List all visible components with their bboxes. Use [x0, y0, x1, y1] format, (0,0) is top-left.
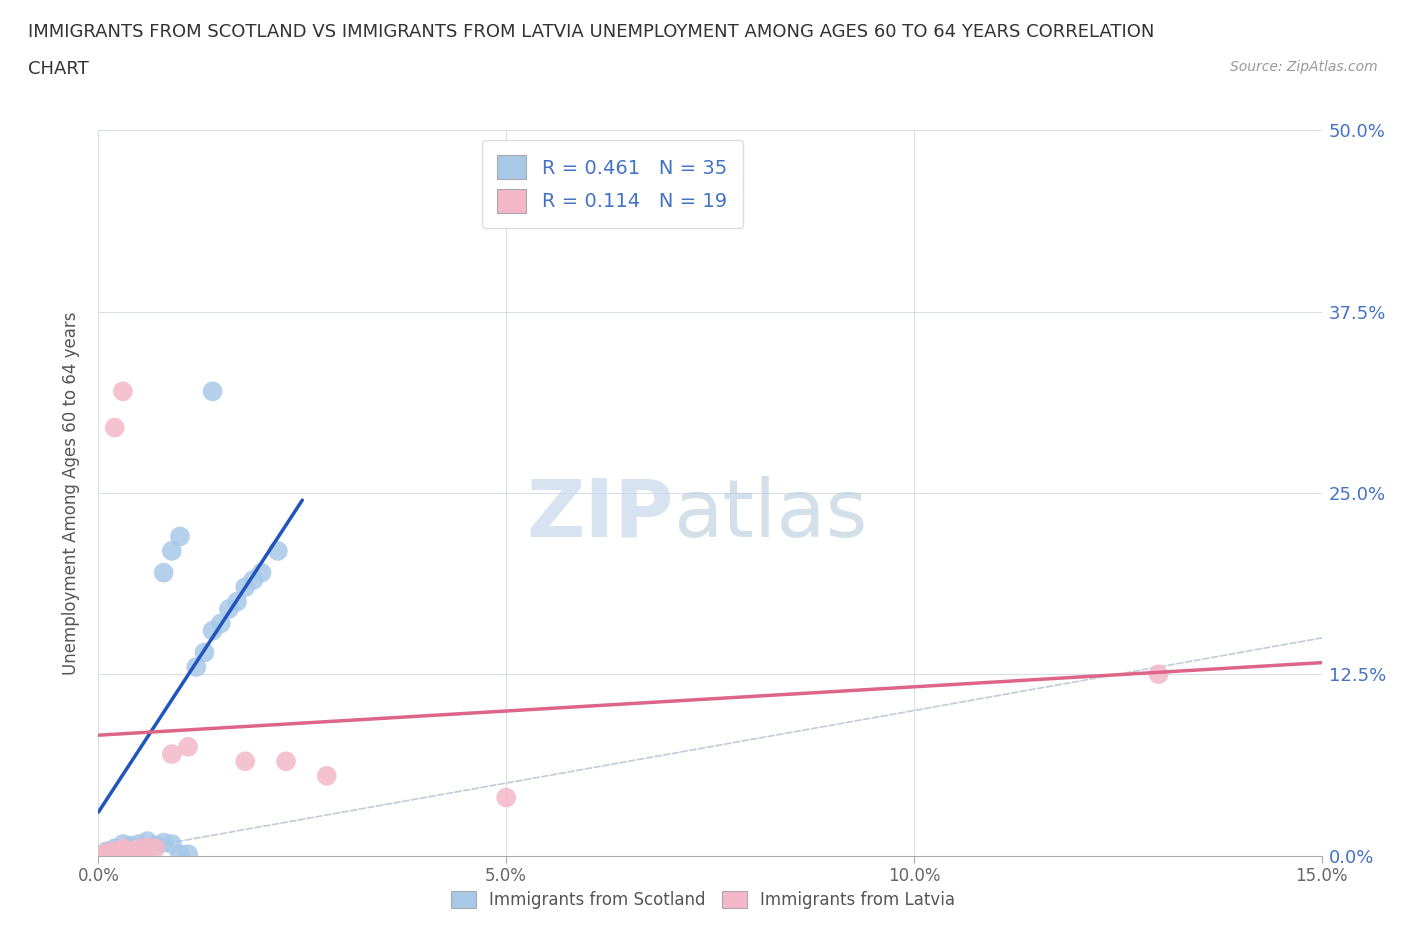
Point	[104, 846, 127, 861]
Point	[152, 565, 174, 580]
Point	[111, 843, 134, 857]
Point	[120, 844, 142, 858]
Text: IMMIGRANTS FROM SCOTLAND VS IMMIGRANTS FROM LATVIA UNEMPLOYMENT AMONG AGES 60 TO: IMMIGRANTS FROM SCOTLAND VS IMMIGRANTS F…	[28, 23, 1154, 41]
Point	[128, 841, 150, 856]
Y-axis label: Unemployment Among Ages 60 to 64 years: Unemployment Among Ages 60 to 64 years	[62, 312, 80, 674]
Legend: R = 0.461   N = 35, R = 0.114   N = 19: R = 0.461 N = 35, R = 0.114 N = 19	[482, 140, 742, 228]
Point	[177, 846, 200, 861]
Point	[120, 841, 142, 856]
Point	[96, 846, 118, 861]
Point	[242, 573, 264, 588]
Point	[209, 616, 232, 631]
Point	[120, 844, 142, 858]
Point	[169, 529, 191, 544]
Point	[145, 841, 167, 856]
Text: ZIP: ZIP	[526, 475, 673, 553]
Point	[136, 840, 159, 855]
Point	[96, 844, 118, 858]
Point	[104, 844, 127, 858]
Text: atlas: atlas	[673, 475, 868, 553]
Point	[136, 840, 159, 855]
Point	[104, 841, 127, 856]
Point	[96, 845, 118, 860]
Point	[201, 623, 224, 638]
Point	[160, 747, 183, 762]
Text: CHART: CHART	[28, 60, 89, 78]
Point	[218, 602, 240, 617]
Text: Source: ZipAtlas.com: Source: ZipAtlas.com	[1230, 60, 1378, 74]
Point	[233, 754, 256, 769]
Point	[193, 645, 215, 660]
Point	[274, 754, 297, 769]
Legend: Immigrants from Scotland, Immigrants from Latvia: Immigrants from Scotland, Immigrants fro…	[443, 883, 963, 917]
Point	[128, 837, 150, 852]
Point	[111, 384, 134, 399]
Point	[186, 659, 208, 674]
Point	[226, 594, 249, 609]
Point	[111, 841, 134, 856]
Point	[495, 790, 517, 805]
Point	[104, 844, 127, 858]
Point	[1147, 667, 1170, 682]
Point	[160, 543, 183, 558]
Point	[104, 420, 127, 435]
Point	[233, 579, 256, 594]
Point	[104, 846, 127, 861]
Point	[250, 565, 273, 580]
Point	[201, 384, 224, 399]
Point	[136, 833, 159, 848]
Point	[96, 845, 118, 860]
Point	[267, 543, 290, 558]
Point	[128, 841, 150, 856]
Point	[111, 837, 134, 852]
Point	[152, 835, 174, 850]
Point	[160, 837, 183, 852]
Point	[111, 845, 134, 860]
Point	[169, 846, 191, 861]
Point	[120, 838, 142, 853]
Point	[111, 845, 134, 860]
Point	[177, 739, 200, 754]
Point	[96, 846, 118, 861]
Point	[315, 768, 337, 783]
Point	[145, 838, 167, 853]
